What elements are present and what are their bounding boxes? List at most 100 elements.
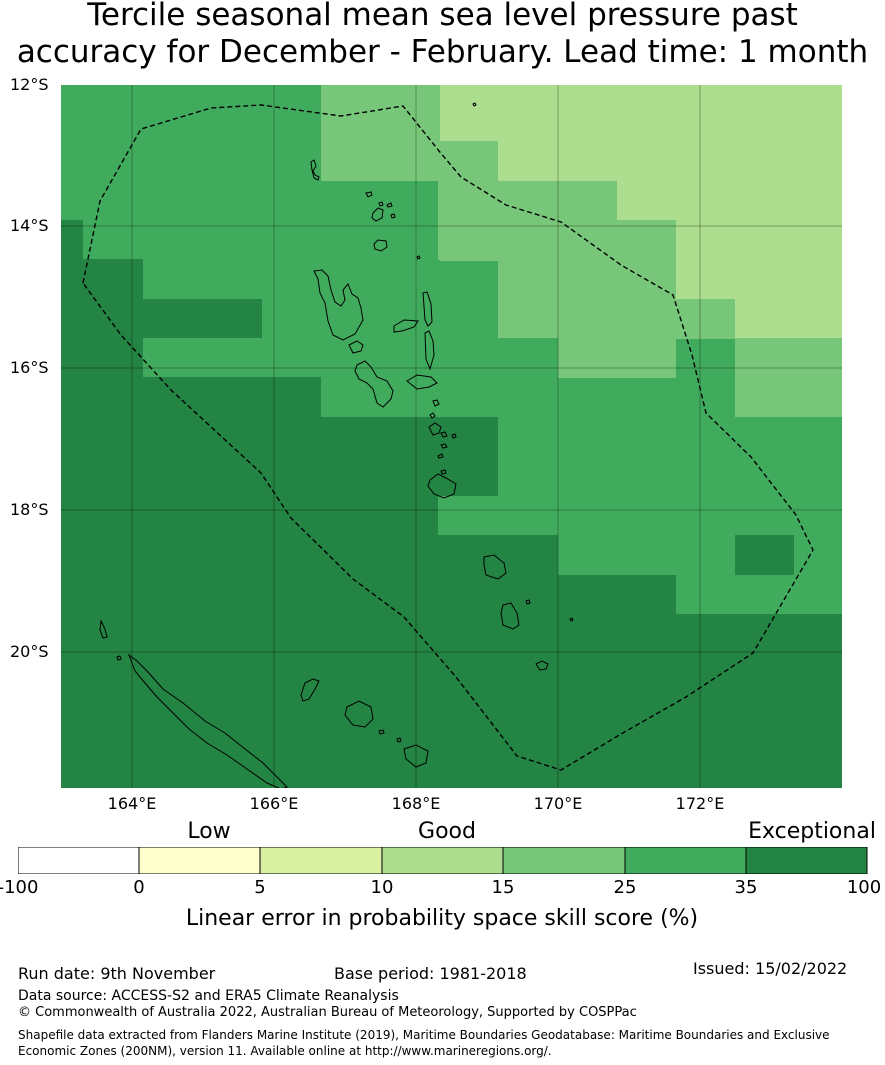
colorbar-tick-100: 100 [846, 877, 882, 898]
lat-label-12s: 12°S [10, 75, 49, 94]
grid-region-east-south [676, 614, 842, 788]
shapefile-credit-line-1: Shapefile data extracted from Flanders M… [18, 1028, 830, 1042]
grid-region-west [61, 220, 83, 788]
lon-label-164e: 164°E [107, 794, 157, 813]
colorbar-tick-15: 15 [491, 877, 515, 898]
skill-grid [61, 85, 842, 788]
issued-date: Issued: 15/02/2022 [693, 959, 848, 978]
grid-region-southeast [558, 575, 676, 788]
island-shepherds-1 [440, 431, 448, 438]
map-title-line-2: accuracy for December - February. Lead t… [16, 34, 869, 70]
coastlines [99, 102, 574, 788]
data-source: Data source: ACCESS-S2 and ERA5 Climate … [18, 988, 399, 1004]
island-walpole [396, 737, 402, 743]
lat-label-14s: 14°S [10, 216, 49, 235]
lon-label-166e: 166°E [249, 794, 299, 813]
island-banks-7 [416, 255, 421, 260]
island-mare [403, 744, 429, 768]
island-shepherds-2 [451, 433, 457, 439]
island-epi [428, 422, 442, 436]
skill-score-map [61, 85, 842, 788]
colorbar-segment-10-15 [381, 847, 504, 874]
lat-label-18s: 18°S [10, 500, 49, 519]
grid-region-southwest-2 [143, 377, 202, 788]
island-banks-4 [386, 202, 393, 208]
lon-label-170e: 170°E [533, 794, 583, 813]
run-date: Run date: 9th November [18, 964, 216, 983]
island-lifou [344, 700, 374, 728]
eez-boundary [82, 104, 814, 771]
grid-region-north-east-light-3 [617, 181, 842, 220]
colorbar-segment-neg100-0 [18, 847, 140, 874]
grid-region-north-east-light-4 [676, 220, 842, 299]
island-lopevi [429, 412, 436, 419]
island-ambae [393, 319, 419, 333]
island-banks-2 [371, 207, 384, 222]
colorbar-label: Linear error in probability space skill … [185, 906, 699, 931]
colorbar-segment-35-100 [745, 847, 868, 874]
island-malo [348, 340, 364, 354]
category-exceptional: Exceptional [748, 819, 876, 844]
island-efate-islets [440, 469, 447, 475]
island-torres-2 [310, 159, 320, 181]
island-torres-1 [472, 102, 477, 107]
lat-label-16s: 16°S [10, 358, 49, 377]
colorbar-tick-0: 0 [133, 877, 145, 898]
lat-label-20s: 20°S [10, 642, 49, 661]
island-tanna [500, 602, 520, 630]
shapefile-credit-line-2: Economic Zones (200NM), version 11. Avai… [18, 1044, 552, 1058]
grid-region-north-east-light-5 [735, 299, 842, 338]
island-espiritu-santo [313, 269, 364, 341]
grid-region-north-east-light [440, 85, 842, 141]
map-title-line-1: Tercile seasonal mean sea level pressure… [87, 0, 798, 33]
colorbar-segment-0-5 [138, 847, 261, 874]
category-low: Low [187, 819, 231, 844]
island-banks-6 [373, 239, 388, 252]
island-pentecost [424, 330, 435, 371]
island-shepherds-3 [440, 443, 448, 449]
colorbar-segment-5-10 [259, 847, 383, 874]
colorbar-tick-5: 5 [254, 877, 266, 898]
island-belep [116, 655, 122, 661]
colorbar-segment-15-25 [502, 847, 626, 874]
grid-region-central-south [321, 496, 438, 788]
island-futuna [569, 617, 574, 622]
island-maewo [422, 291, 433, 327]
island-banks-3 [378, 201, 384, 207]
island-aneityum [535, 660, 549, 671]
category-good: Good [418, 819, 476, 844]
lon-label-172e: 172°E [675, 794, 725, 813]
grid-region-southwest [83, 259, 143, 788]
colorbar-tick-25: 25 [613, 877, 637, 898]
grid-region-east-3 [676, 299, 735, 339]
grid-region-east-cell [735, 535, 794, 575]
grid-region-south [202, 377, 321, 788]
island-loyalty-islet [378, 729, 385, 735]
island-efate [427, 473, 457, 499]
island-banks-1 [365, 191, 373, 198]
island-malekula [354, 360, 394, 408]
island-aniwa [525, 599, 531, 605]
grid-region-south-2 [438, 535, 558, 788]
base-period: Base period: 1981-2018 [334, 964, 527, 983]
island-paama [432, 399, 440, 407]
colorbar-tick-10: 10 [370, 877, 394, 898]
grid-region-far-east [735, 338, 842, 417]
island-nc-northern-reef [99, 619, 108, 639]
island-new-caledonia [127, 653, 288, 788]
copyright: © Commonwealth of Australia 2022, Austra… [18, 1005, 637, 1020]
colorbar-segment-25-35 [624, 847, 747, 874]
colorbar-tick-35: 35 [734, 877, 758, 898]
island-shepherds-4 [437, 453, 444, 459]
grid-region-west-strip [143, 299, 262, 338]
grid-region-central [321, 417, 498, 496]
island-ambrym [406, 374, 438, 390]
grid-region-north-east-light-2 [498, 141, 842, 181]
graticule [61, 85, 842, 788]
grid-region-north-center [321, 85, 440, 181]
colorbar [18, 847, 868, 874]
lon-label-168e: 168°E [391, 794, 441, 813]
colorbar-tick-neg100: -100 [0, 877, 39, 898]
grid-region-east-2 [558, 260, 676, 378]
island-banks-5 [390, 213, 396, 219]
